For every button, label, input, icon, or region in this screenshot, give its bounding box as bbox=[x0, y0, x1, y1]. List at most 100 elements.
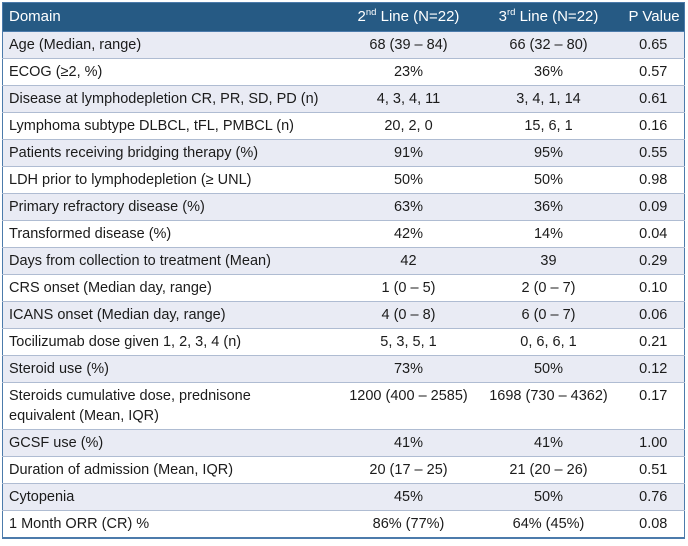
pvalue-cell: 0.16 bbox=[622, 112, 685, 140]
ordinal-superscript: nd bbox=[365, 7, 377, 18]
line3-cell: 3, 4, 1, 14 bbox=[474, 85, 623, 113]
table-row: Lymphoma subtype DLBCL, tFL, PMBCL (n) 20… bbox=[2, 112, 685, 140]
line3-cell: 50% bbox=[474, 483, 623, 511]
pvalue-cell: 0.09 bbox=[622, 193, 685, 221]
table-row: Age (Median, range) 68 (39 – 84) 66 (32 – … bbox=[2, 31, 685, 59]
header-text-part: Line (N=22) bbox=[376, 8, 460, 25]
line2-cell: 45% bbox=[342, 483, 475, 511]
line2-cell: 20 (17 – 25) bbox=[342, 456, 475, 484]
pvalue-cell: 0.29 bbox=[622, 247, 685, 275]
table-row: Primary refractory disease (%) 63% 36% 0.09 bbox=[2, 193, 685, 221]
pvalue-cell: 0.17 bbox=[622, 382, 685, 430]
domain-cell: Cytopenia bbox=[2, 483, 343, 511]
domain-cell: 1 Month ORR (CR) % bbox=[2, 510, 343, 538]
table-row: Cytopenia 45% 50% 0.76 bbox=[2, 483, 685, 511]
line3-cell: 0, 6, 6, 1 bbox=[474, 328, 623, 356]
line2-cell: 5, 3, 5, 1 bbox=[342, 328, 475, 356]
line2-cell: 91% bbox=[342, 139, 475, 167]
pvalue-cell: 1.00 bbox=[622, 429, 685, 457]
line2-cell: 68 (39 – 84) bbox=[342, 31, 475, 59]
line2-cell: 1200 (400 – 2585) bbox=[342, 382, 475, 430]
line3-cell: 1698 (730 – 4362) bbox=[474, 382, 623, 430]
domain-cell: LDH prior to lymphodepletion (≥ UNL) bbox=[2, 166, 343, 194]
table-row: Disease at lymphodepletion CR, PR, SD, P… bbox=[2, 85, 685, 113]
table-row: Steroid use (%) 73% 50% 0.12 bbox=[2, 355, 685, 383]
domain-cell: Transformed disease (%) bbox=[2, 220, 343, 248]
domain-cell: Disease at lymphodepletion CR, PR, SD, P… bbox=[2, 85, 343, 113]
domain-cell: ICANS onset (Median day, range) bbox=[2, 301, 343, 329]
domain-cell: Primary refractory disease (%) bbox=[2, 193, 343, 221]
pvalue-cell: 0.65 bbox=[622, 31, 685, 59]
table-row: ECOG (≥2, %) 23% 36% 0.57 bbox=[2, 58, 685, 86]
pvalue-cell: 0.08 bbox=[622, 510, 685, 538]
line2-cell: 23% bbox=[342, 58, 475, 86]
pvalue-cell: 0.55 bbox=[622, 139, 685, 167]
pvalue-cell: 0.61 bbox=[622, 85, 685, 113]
pvalue-cell: 0.10 bbox=[622, 274, 685, 302]
header-text-part: Line (N=22) bbox=[515, 8, 599, 25]
line3-cell: 6 (0 – 7) bbox=[474, 301, 623, 329]
pvalue-cell: 0.21 bbox=[622, 328, 685, 356]
domain-cell: Steroids cumulative dose, prednisone equ… bbox=[2, 382, 343, 430]
domain-cell: CRS onset (Median day, range) bbox=[2, 274, 343, 302]
line3-cell: 66 (32 – 80) bbox=[474, 31, 623, 59]
domain-cell: Duration of admission (Mean, IQR) bbox=[2, 456, 343, 484]
line3-cell: 39 bbox=[474, 247, 623, 275]
line2-cell: 42 bbox=[342, 247, 475, 275]
header-text-part: 2 bbox=[357, 8, 366, 25]
table-row: CRS onset (Median day, range) 1 (0 – 5) 2 … bbox=[2, 274, 685, 302]
line3-cell: 36% bbox=[474, 58, 623, 86]
col-header-domain: Domain bbox=[2, 2, 343, 32]
line2-cell: 20, 2, 0 bbox=[342, 112, 475, 140]
table-row: LDH prior to lymphodepletion (≥ UNL) 50% 5… bbox=[2, 166, 685, 194]
table-row: Transformed disease (%) 42% 14% 0.04 bbox=[2, 220, 685, 248]
ordinal-superscript: rd bbox=[506, 7, 516, 18]
pvalue-cell: 0.57 bbox=[622, 58, 685, 86]
domain-cell: GCSF use (%) bbox=[2, 429, 343, 457]
table-row: Duration of admission (Mean, IQR) 20 (17 … bbox=[2, 456, 685, 484]
line2-cell: 4 (0 – 8) bbox=[342, 301, 475, 329]
line3-cell: 15, 6, 1 bbox=[474, 112, 623, 140]
table-row: Steroids cumulative dose, prednisone equ… bbox=[2, 382, 685, 430]
domain-cell: Lymphoma subtype DLBCL, tFL, PMBCL (n) bbox=[2, 112, 343, 140]
line2-cell: 42% bbox=[342, 220, 475, 248]
line3-cell: 2 (0 – 7) bbox=[474, 274, 623, 302]
table-row: ICANS onset (Median day, range) 4 (0 – 8)… bbox=[2, 301, 685, 329]
col-header-2nd-line: 2nd Line (N=22) bbox=[342, 2, 475, 32]
line3-cell: 14% bbox=[474, 220, 623, 248]
domain-cell: Patients receiving bridging therapy (%) bbox=[2, 139, 343, 167]
domain-cell: Days from collection to treatment (Mean) bbox=[2, 247, 343, 275]
pvalue-cell: 0.04 bbox=[622, 220, 685, 248]
line2-cell: 63% bbox=[342, 193, 475, 221]
line3-cell: 95% bbox=[474, 139, 623, 167]
line2-cell: 1 (0 – 5) bbox=[342, 274, 475, 302]
table-row: Tocilizumab dose given 1, 2, 3, 4 (n) 5, … bbox=[2, 328, 685, 356]
line2-cell: 73% bbox=[342, 355, 475, 383]
pvalue-cell: 0.51 bbox=[622, 456, 685, 484]
col-header-p-value: P Value bbox=[622, 2, 685, 32]
table-row: Days from collection to treatment (Mean)… bbox=[2, 247, 685, 275]
line3-cell: 50% bbox=[474, 166, 623, 194]
table-row: Patients receiving bridging therapy (%) 9… bbox=[2, 139, 685, 167]
line2-cell: 86% (77%) bbox=[342, 510, 475, 538]
domain-cell: ECOG (≥2, %) bbox=[2, 58, 343, 86]
pvalue-cell: 0.98 bbox=[622, 166, 685, 194]
line3-cell: 50% bbox=[474, 355, 623, 383]
line3-cell: 41% bbox=[474, 429, 623, 457]
domain-cell: Steroid use (%) bbox=[2, 355, 343, 383]
domain-cell: Tocilizumab dose given 1, 2, 3, 4 (n) bbox=[2, 328, 343, 356]
header-row: Domain 2nd Line (N=22) 3rd Line (N=22) P… bbox=[2, 2, 685, 32]
domain-cell: Age (Median, range) bbox=[2, 31, 343, 59]
pvalue-cell: 0.12 bbox=[622, 355, 685, 383]
table-row: 1 Month ORR (CR) % 86% (77%) 64% (45%) 0.08 bbox=[2, 510, 685, 538]
line2-cell: 41% bbox=[342, 429, 475, 457]
outcomes-comparison-table: Domain 2nd Line (N=22) 3rd Line (N=22) P… bbox=[2, 2, 685, 539]
pvalue-cell: 0.06 bbox=[622, 301, 685, 329]
pvalue-cell: 0.76 bbox=[622, 483, 685, 511]
line2-cell: 50% bbox=[342, 166, 475, 194]
line3-cell: 64% (45%) bbox=[474, 510, 623, 538]
col-header-3rd-line: 3rd Line (N=22) bbox=[474, 2, 623, 32]
header-text-part: 3 bbox=[498, 8, 507, 25]
line3-cell: 36% bbox=[474, 193, 623, 221]
